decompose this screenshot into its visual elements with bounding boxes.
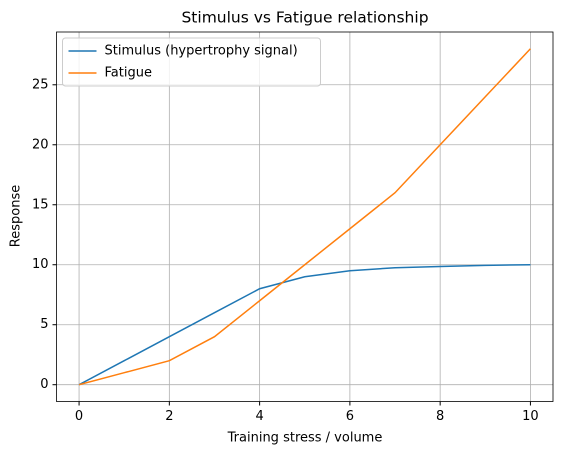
legend-label: Fatigue [105, 66, 152, 81]
y-tick-label: 15 [32, 197, 49, 212]
legend-box [62, 37, 321, 87]
plot-frame [56, 31, 554, 402]
x-tick-label: 2 [165, 409, 173, 424]
x-tick-label: 6 [346, 409, 354, 424]
y-tick-label: 5 [40, 317, 48, 332]
y-tick-label: 20 [32, 137, 49, 152]
y-tick-label: 25 [32, 77, 49, 92]
data-line [78, 263, 531, 386]
x-tick-label: 0 [75, 409, 83, 424]
y-axis-label: Response [9, 185, 24, 247]
y-tick-label: 0 [40, 377, 48, 392]
chart-title: Stimulus vs Fatigue relationship [181, 9, 428, 27]
x-tick-label: 8 [436, 409, 444, 424]
data-line [78, 48, 531, 386]
x-tick-label: 4 [255, 409, 263, 424]
x-axis-label: Training stress / volume [227, 431, 383, 446]
x-tick-label: 10 [522, 409, 539, 424]
y-tick-label: 10 [32, 257, 49, 272]
legend-label: Stimulus (hypertrophy signal) [105, 44, 298, 59]
